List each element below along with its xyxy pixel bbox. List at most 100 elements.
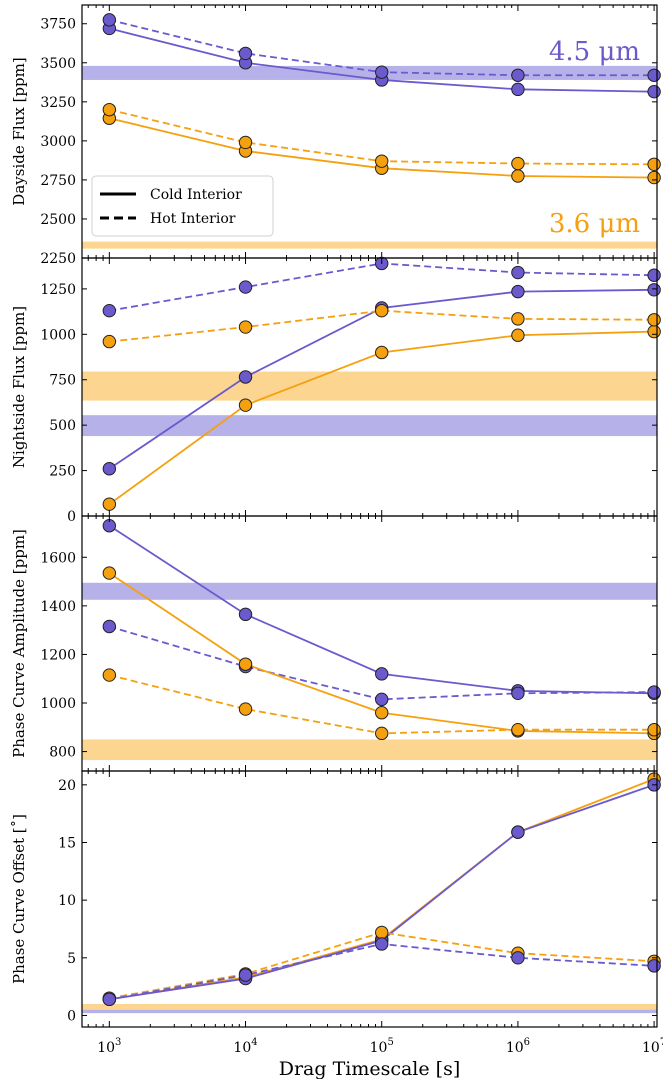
legend-entry-label: Hot Interior xyxy=(150,211,236,227)
data-point xyxy=(647,268,661,282)
y-tick-label: 1250 xyxy=(40,282,76,298)
y-tick-label: 3000 xyxy=(40,134,76,150)
data-point xyxy=(102,13,117,27)
y-tick-label: 1000 xyxy=(40,327,76,343)
observed-band-3-6um xyxy=(82,1003,657,1010)
series-line-ch1-dashed xyxy=(109,309,655,343)
data-point xyxy=(375,692,389,707)
series-line-ch2-dashed xyxy=(109,625,655,701)
data-point xyxy=(238,46,253,61)
x-tick-label: 104 xyxy=(233,1037,257,1056)
data-point xyxy=(511,265,525,280)
data-point xyxy=(511,284,525,299)
y-tick-label: 0 xyxy=(67,1008,76,1024)
data-point xyxy=(375,937,389,951)
y-tick-label: 0 xyxy=(67,509,76,525)
panel-4: 0 5 10 15 20 Phase Curve Offset [˚] xyxy=(10,770,661,1028)
series-line-ch2-solid xyxy=(109,783,655,1001)
x-tick-label: 105 xyxy=(370,1037,394,1056)
data-point xyxy=(375,706,389,720)
y-tick-label: 10 xyxy=(58,893,76,909)
data-point xyxy=(102,566,117,580)
observed-band-4-5um xyxy=(82,582,657,600)
data-point xyxy=(647,313,661,327)
y-tick-label: 15 xyxy=(58,835,76,851)
y-axis-label: Phase Curve Amplitude [ppm] xyxy=(10,529,28,758)
data-point xyxy=(375,65,389,79)
y-tick-label: 500 xyxy=(49,418,76,434)
data-point xyxy=(238,702,253,716)
data-point xyxy=(647,324,661,339)
data-point xyxy=(511,312,525,326)
data-point xyxy=(511,169,525,183)
data-point xyxy=(511,825,525,839)
data-point xyxy=(238,657,253,671)
panel-1: 2250 2500 2750 3000 3250 3500 3750 Dayside Flux… xyxy=(10,4,661,267)
y-tick-label: 250 xyxy=(49,464,76,480)
series-line-ch1-solid xyxy=(109,778,655,1001)
series-line-ch2-dashed xyxy=(109,943,655,1001)
data-point xyxy=(102,462,117,476)
y-tick-label: 20 xyxy=(58,778,76,794)
legend: Cold Interior Hot Interior xyxy=(91,175,274,237)
data-point xyxy=(511,68,525,82)
panel-2: 0 250 500 750 1000 1250 Nightside Flux [ppm] xyxy=(10,256,661,525)
data-point xyxy=(238,320,253,334)
data-point xyxy=(102,334,117,349)
y-axis-label: Phase Curve Offset [˚] xyxy=(10,814,28,984)
data-point xyxy=(102,497,117,511)
y-tick-label: 2250 xyxy=(40,251,76,267)
data-point xyxy=(375,154,389,168)
legend-entry-label: Cold Interior xyxy=(150,187,242,203)
y-tick-label: 2750 xyxy=(40,173,76,189)
y-axis-label: Nightside Flux [ppm] xyxy=(10,306,28,468)
observed-band-3-6um xyxy=(82,241,657,249)
data-point xyxy=(238,280,253,294)
data-point xyxy=(238,968,253,982)
observed-band-4-5um xyxy=(82,1009,657,1014)
data-point xyxy=(238,135,253,150)
data-point xyxy=(511,686,525,700)
data-point xyxy=(647,685,661,699)
y-tick-label: 750 xyxy=(49,373,76,389)
data-point xyxy=(511,156,525,171)
y-tick-label: 3250 xyxy=(40,95,76,111)
data-point xyxy=(647,959,661,973)
data-point xyxy=(102,619,117,634)
x-tick-label: 103 xyxy=(97,1037,121,1056)
data-point xyxy=(102,303,117,318)
data-point xyxy=(102,668,117,682)
y-tick-label: 800 xyxy=(49,745,76,761)
data-point xyxy=(375,667,389,681)
x-tick-label: 107 xyxy=(642,1037,663,1056)
data-point xyxy=(375,925,389,940)
observed-band-4-5um xyxy=(82,415,657,437)
wavelength-label: 3.6 μm xyxy=(549,209,640,239)
x-tick-label: 106 xyxy=(506,1037,530,1056)
y-tick-label: 1400 xyxy=(40,599,76,615)
data-point xyxy=(647,170,661,185)
data-point xyxy=(102,992,117,1007)
data-point xyxy=(511,82,525,97)
y-axis-label: Dayside Flux [ppm] xyxy=(10,57,28,205)
data-point xyxy=(647,157,661,172)
data-point xyxy=(375,303,389,318)
panel-frame xyxy=(81,770,658,1028)
data-point xyxy=(511,328,525,342)
x-axis-label: Drag Timescale [s] xyxy=(279,1058,461,1079)
y-tick-label: 3750 xyxy=(40,17,76,33)
data-point xyxy=(511,951,525,965)
y-tick-label: 1000 xyxy=(40,696,76,712)
data-point xyxy=(647,68,661,82)
data-point xyxy=(238,370,253,384)
observed-band-3-6um xyxy=(82,739,657,761)
y-tick-label: 1200 xyxy=(40,647,76,663)
data-point xyxy=(375,345,389,360)
data-point xyxy=(511,723,525,737)
observed-band-3-6um xyxy=(82,371,657,401)
data-point xyxy=(238,607,253,622)
data-point xyxy=(647,283,661,297)
data-point xyxy=(102,102,117,117)
data-point xyxy=(238,398,253,412)
